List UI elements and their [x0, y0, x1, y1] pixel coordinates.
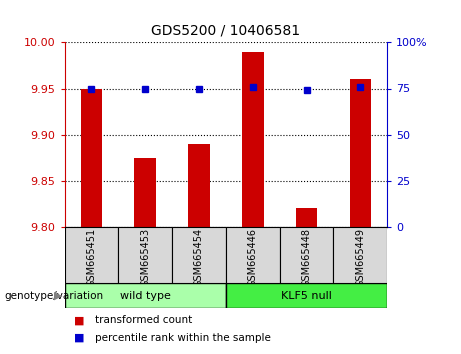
Bar — [226, 227, 280, 283]
Text: wild type: wild type — [120, 291, 171, 301]
Bar — [81, 88, 102, 227]
Text: GSM665449: GSM665449 — [355, 228, 366, 287]
Bar — [65, 227, 118, 283]
Bar — [226, 283, 387, 308]
Bar — [333, 227, 387, 283]
Text: ■: ■ — [74, 315, 84, 325]
Text: GDS5200 / 10406581: GDS5200 / 10406581 — [151, 23, 301, 37]
Text: GSM665446: GSM665446 — [248, 228, 258, 287]
Bar — [242, 52, 264, 227]
Bar — [65, 283, 226, 308]
Text: GSM665453: GSM665453 — [140, 228, 150, 287]
Bar — [296, 208, 317, 227]
Text: ■: ■ — [74, 333, 84, 343]
Bar — [280, 227, 333, 283]
Text: KLF5 null: KLF5 null — [281, 291, 332, 301]
Text: transformed count: transformed count — [95, 315, 192, 325]
Bar — [188, 144, 210, 227]
Text: ▶: ▶ — [54, 291, 62, 301]
Text: GSM665454: GSM665454 — [194, 228, 204, 287]
Bar — [135, 158, 156, 227]
Bar — [349, 79, 371, 227]
Text: GSM665448: GSM665448 — [301, 228, 312, 287]
Text: percentile rank within the sample: percentile rank within the sample — [95, 333, 271, 343]
Bar — [118, 227, 172, 283]
Text: genotype/variation: genotype/variation — [5, 291, 104, 301]
Bar — [172, 227, 226, 283]
Text: GSM665451: GSM665451 — [86, 228, 96, 287]
